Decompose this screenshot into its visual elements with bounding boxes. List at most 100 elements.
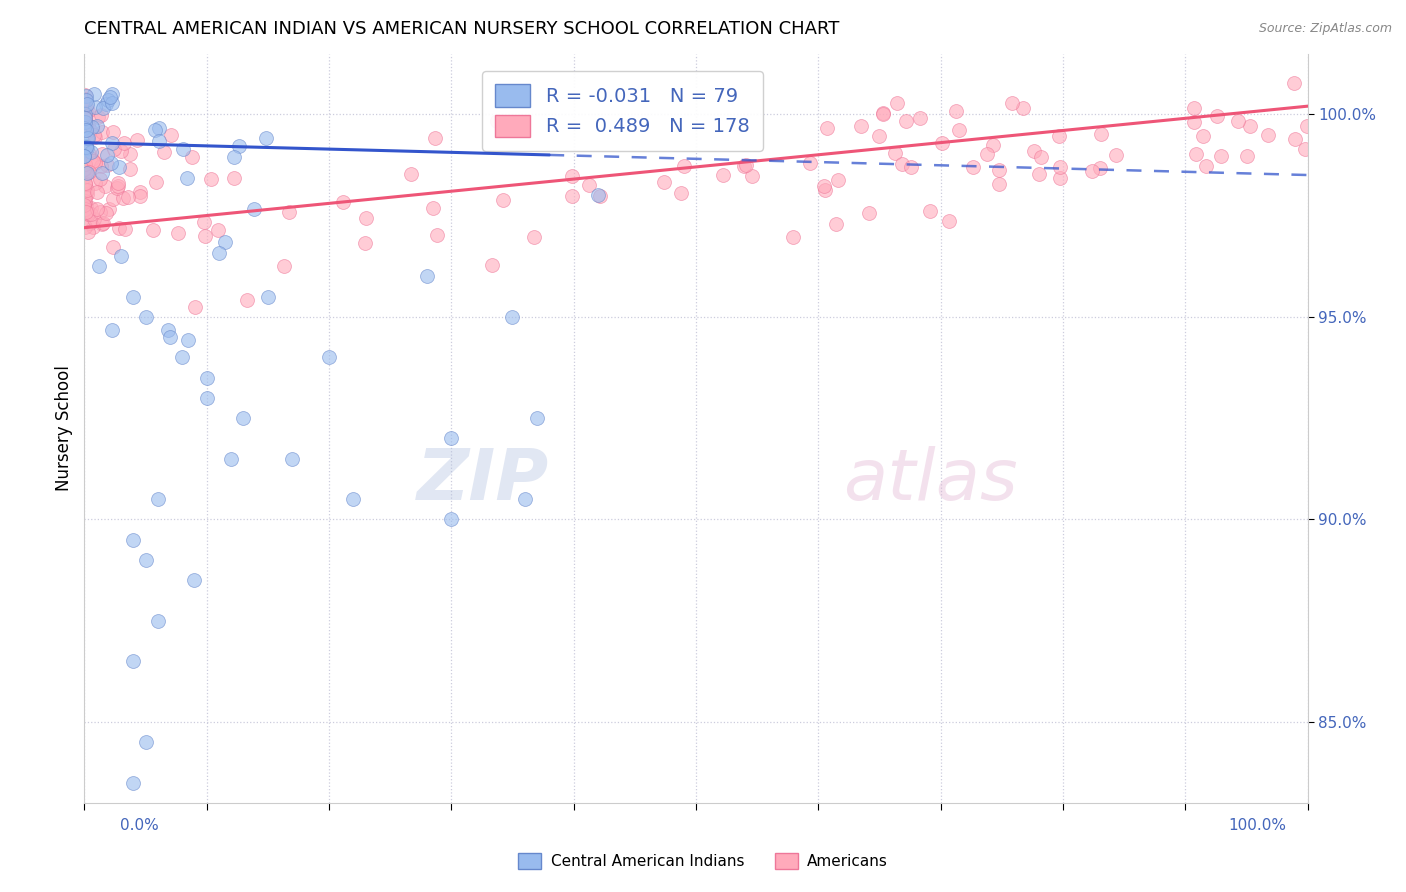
Point bbox=[103, 143, 125, 157]
Point bbox=[90, 159, 112, 173]
Point bbox=[486, 114, 509, 128]
Point bbox=[962, 160, 984, 174]
Point bbox=[94, 96, 117, 111]
Point bbox=[93, 216, 115, 230]
Point bbox=[502, 310, 524, 324]
Point bbox=[426, 227, 449, 242]
Point bbox=[129, 185, 152, 199]
Point bbox=[318, 351, 340, 365]
Text: CENTRAL AMERICAN INDIAN VS AMERICAN NURSERY SCHOOL CORRELATION CHART: CENTRAL AMERICAN INDIAN VS AMERICAN NURS… bbox=[84, 21, 839, 38]
Point bbox=[107, 160, 129, 174]
Y-axis label: Nursery School: Nursery School bbox=[55, 365, 73, 491]
Point bbox=[1022, 145, 1045, 159]
Point bbox=[354, 211, 377, 225]
Point bbox=[80, 207, 103, 221]
Point bbox=[112, 136, 135, 150]
Point bbox=[89, 205, 111, 219]
Point bbox=[93, 179, 115, 194]
Point bbox=[815, 121, 838, 136]
Point bbox=[107, 179, 129, 194]
Point bbox=[83, 87, 105, 102]
Point bbox=[849, 119, 872, 133]
Point bbox=[1211, 149, 1233, 163]
Point bbox=[153, 145, 176, 159]
Point bbox=[101, 136, 124, 151]
Point bbox=[526, 411, 548, 425]
Point bbox=[94, 206, 117, 220]
Point bbox=[77, 147, 100, 161]
Point bbox=[1239, 120, 1261, 134]
Point bbox=[1226, 114, 1249, 128]
Point bbox=[814, 183, 837, 197]
Point bbox=[423, 131, 446, 145]
Text: 0.0%: 0.0% bbox=[120, 818, 159, 832]
Point bbox=[938, 213, 960, 227]
Point bbox=[1205, 109, 1227, 123]
Point bbox=[987, 177, 1010, 191]
Point bbox=[1282, 76, 1305, 90]
Point bbox=[219, 451, 242, 466]
Point bbox=[799, 155, 821, 169]
Point bbox=[1295, 119, 1317, 133]
Point bbox=[76, 186, 98, 201]
Point bbox=[1185, 147, 1208, 161]
Point bbox=[884, 146, 907, 161]
Point bbox=[222, 171, 245, 186]
Point bbox=[208, 246, 231, 260]
Point bbox=[945, 103, 967, 118]
Point bbox=[891, 157, 914, 171]
Point bbox=[84, 156, 107, 170]
Point bbox=[75, 204, 97, 219]
Point bbox=[73, 167, 96, 181]
Point bbox=[73, 153, 96, 167]
Point bbox=[886, 95, 908, 110]
Point bbox=[827, 172, 849, 186]
Point bbox=[90, 217, 112, 231]
Point bbox=[159, 330, 181, 344]
Point bbox=[1192, 128, 1215, 143]
Point bbox=[183, 573, 205, 587]
Point bbox=[73, 170, 96, 185]
Point bbox=[120, 147, 142, 161]
Point bbox=[82, 219, 104, 234]
Point bbox=[75, 93, 97, 107]
Point bbox=[910, 111, 932, 125]
Point bbox=[1001, 96, 1024, 111]
Point bbox=[1081, 164, 1104, 178]
Point bbox=[73, 220, 96, 235]
Point bbox=[75, 139, 97, 153]
Point bbox=[73, 190, 96, 204]
Point bbox=[87, 110, 110, 124]
Point bbox=[96, 157, 118, 171]
Point bbox=[75, 199, 97, 213]
Point bbox=[97, 93, 120, 107]
Point bbox=[652, 175, 675, 189]
Point bbox=[561, 169, 583, 184]
Point bbox=[254, 130, 277, 145]
Point bbox=[825, 217, 848, 231]
Point bbox=[586, 188, 609, 202]
Point bbox=[75, 122, 97, 136]
Point bbox=[813, 178, 835, 193]
Point bbox=[73, 177, 96, 191]
Point bbox=[440, 431, 463, 445]
Point bbox=[143, 123, 166, 137]
Point bbox=[513, 491, 536, 506]
Point bbox=[73, 194, 96, 209]
Point bbox=[80, 201, 103, 215]
Point bbox=[228, 139, 250, 153]
Point bbox=[105, 181, 128, 195]
Point bbox=[73, 112, 96, 126]
Point bbox=[872, 106, 894, 120]
Point bbox=[135, 310, 157, 324]
Point bbox=[1104, 147, 1126, 161]
Point bbox=[222, 150, 245, 164]
Point bbox=[561, 189, 583, 203]
Point bbox=[128, 189, 150, 203]
Point bbox=[75, 140, 97, 154]
Point bbox=[278, 205, 301, 219]
Point bbox=[146, 614, 169, 628]
Point bbox=[146, 491, 169, 506]
Point bbox=[73, 92, 96, 106]
Point bbox=[91, 166, 114, 180]
